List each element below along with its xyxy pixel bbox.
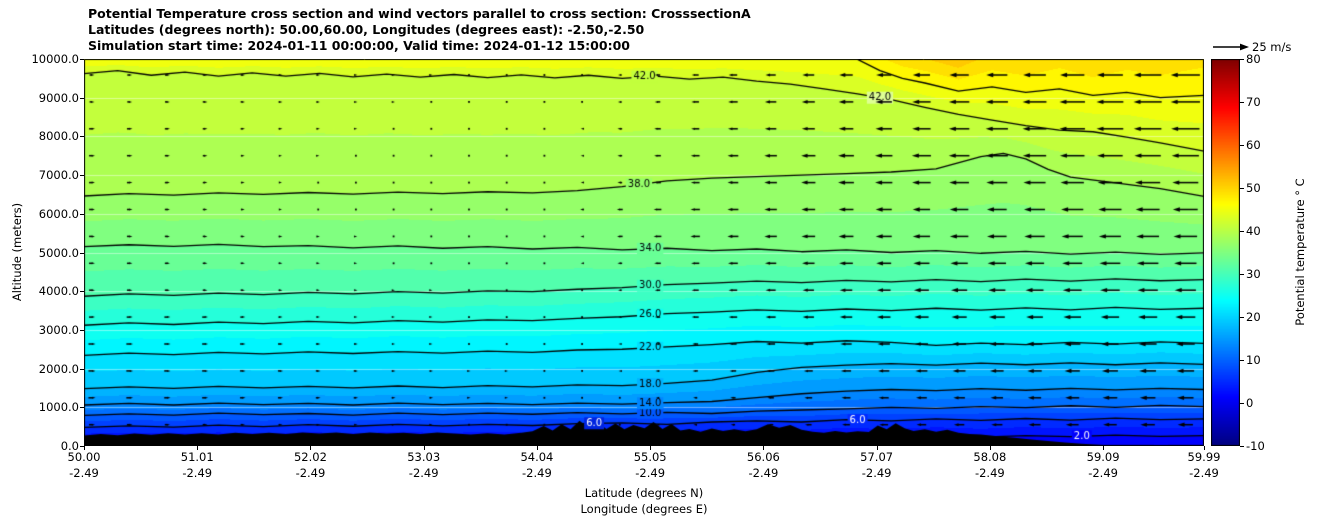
colorbar-tick-label: 20 [1246,310,1261,324]
x-tick-mark [197,446,199,450]
colorbar-tick-mark [1240,231,1244,232]
x-tick-latitude: 50.00 [67,450,101,464]
colorbar-tick-label: 60 [1246,138,1261,152]
x-tick-mark [536,446,538,450]
y-tick-label: 3000.0 [38,322,79,337]
x-tick-label: 56.06 -2.49 [723,450,803,481]
x-tick-latitude: 59.09 [1086,450,1120,464]
x-tick-latitude: 51.01 [180,450,214,464]
y-tick-label: 1000.0 [38,400,79,415]
colorbar-tick-label: 30 [1246,267,1261,281]
colorbar-tick-mark [1240,188,1244,189]
x-tick-longitude: -2.49 [295,465,326,480]
quiver-key-arrow-icon [1213,43,1249,51]
y-tick-label: 8000.0 [38,129,79,144]
x-tick-longitude: -2.49 [69,465,99,480]
colorbar-label: Potential temperature ° C [1293,178,1307,326]
x-tick-mark [84,446,85,450]
x-axis-label-longitude: Longitude (degrees E) [580,502,708,516]
y-tick-mark [80,329,84,331]
x-tick-longitude: -2.49 [182,465,213,480]
colorbar-tick-mark [1240,360,1244,361]
y-tick-mark [80,213,84,215]
colorbar-tick-label: -10 [1246,439,1265,453]
x-tick-mark [310,446,312,450]
quiver-key-label: 25 m/s [1252,40,1292,54]
x-tick-mark [763,446,765,450]
x-tick-longitude: -2.49 [1189,465,1219,480]
x-tick-label: 52.02 -2.49 [270,450,350,481]
colorbar-tick-mark [1240,59,1244,60]
y-tick-mark [80,291,84,293]
y-tick-mark [80,175,84,177]
x-tick-mark [1204,446,1205,450]
y-tick-label: 9000.0 [38,90,79,105]
colorbar-tick-mark [1240,317,1244,318]
x-tick-mark [423,446,425,450]
colorbar-tick-label: 80 [1246,52,1261,66]
x-tick-label: 51.01 -2.49 [157,450,237,481]
colorbar [1211,59,1240,446]
x-tick-latitude: 54.04 [520,450,554,464]
colorbar-tick-label: 70 [1246,95,1261,109]
colorbar-tick-mark [1240,145,1244,146]
x-tick-latitude: 52.02 [293,450,327,464]
x-tick-mark [1103,446,1105,450]
y-tick-label: 2000.0 [38,361,79,376]
y-tick-mark [80,368,84,370]
colorbar-tick-label: 50 [1246,181,1261,195]
x-tick-latitude: 55.05 [633,450,667,464]
figure-title: Potential Temperature cross section and … [88,6,751,54]
x-tick-label: 53.03 -2.49 [384,450,464,481]
y-tick-label: 6000.0 [38,206,79,221]
y-tick-mark [80,252,84,254]
x-tick-mark [876,446,878,450]
x-tick-mark [650,446,652,450]
x-tick-longitude: -2.49 [748,465,779,480]
x-tick-longitude: -2.49 [974,465,1005,480]
colorbar-tick-mark [1240,102,1244,103]
y-tick-label: 10000.0 [31,52,79,66]
x-tick-label: 58.08 -2.49 [950,450,1030,481]
colorbar-tick-label: 10 [1246,353,1261,367]
x-tick-label: 57.07 -2.49 [837,450,917,481]
colorbar-tick-mark [1240,446,1244,447]
x-tick-longitude: -2.49 [861,465,892,480]
x-tick-mark [989,446,991,450]
y-tick-label: 4000.0 [38,284,79,299]
x-tick-label: 54.04 -2.49 [497,450,577,481]
x-tick-latitude: 59.99 [1187,450,1221,464]
x-tick-label: 59.09 -2.49 [1063,450,1143,481]
title-line-2: Latitudes (degrees north): 50.00,60.00, … [88,22,645,37]
y-tick-mark [80,136,84,138]
colorbar-tick-mark [1240,403,1244,404]
x-tick-longitude: -2.49 [1088,465,1118,480]
x-tick-longitude: -2.49 [408,465,439,480]
y-tick-label: 5000.0 [38,245,79,260]
x-tick-latitude: 57.07 [860,450,894,464]
colorbar-tick-label: 40 [1246,224,1261,238]
x-axis-label-latitude: Latitude (degrees N) [584,486,704,500]
colorbar-tick-label: 0 [1246,396,1254,410]
x-tick-label: 55.05 -2.49 [610,450,690,481]
x-tick-latitude: 53.03 [407,450,441,464]
y-tick-mark [80,446,84,447]
title-line-3: Simulation start time: 2024-01-11 00:00:… [88,38,630,53]
x-tick-latitude: 58.08 [973,450,1007,464]
y-tick-label: 0.0 [60,439,79,453]
title-line-1: Potential Temperature cross section and … [88,6,751,21]
x-tick-label: 50.00 -2.49 [44,450,124,481]
x-tick-longitude: -2.49 [522,465,552,480]
colorbar-tick-mark [1240,274,1244,275]
y-tick-mark [80,97,84,99]
x-tick-latitude: 56.06 [746,450,780,464]
x-tick-longitude: -2.49 [635,465,666,480]
y-tick-label: 7000.0 [38,168,79,183]
y-tick-mark [80,407,84,409]
x-tick-label: 59.99 -2.49 [1164,450,1244,481]
y-tick-mark [80,59,84,60]
cross-section-plot [84,59,1204,446]
